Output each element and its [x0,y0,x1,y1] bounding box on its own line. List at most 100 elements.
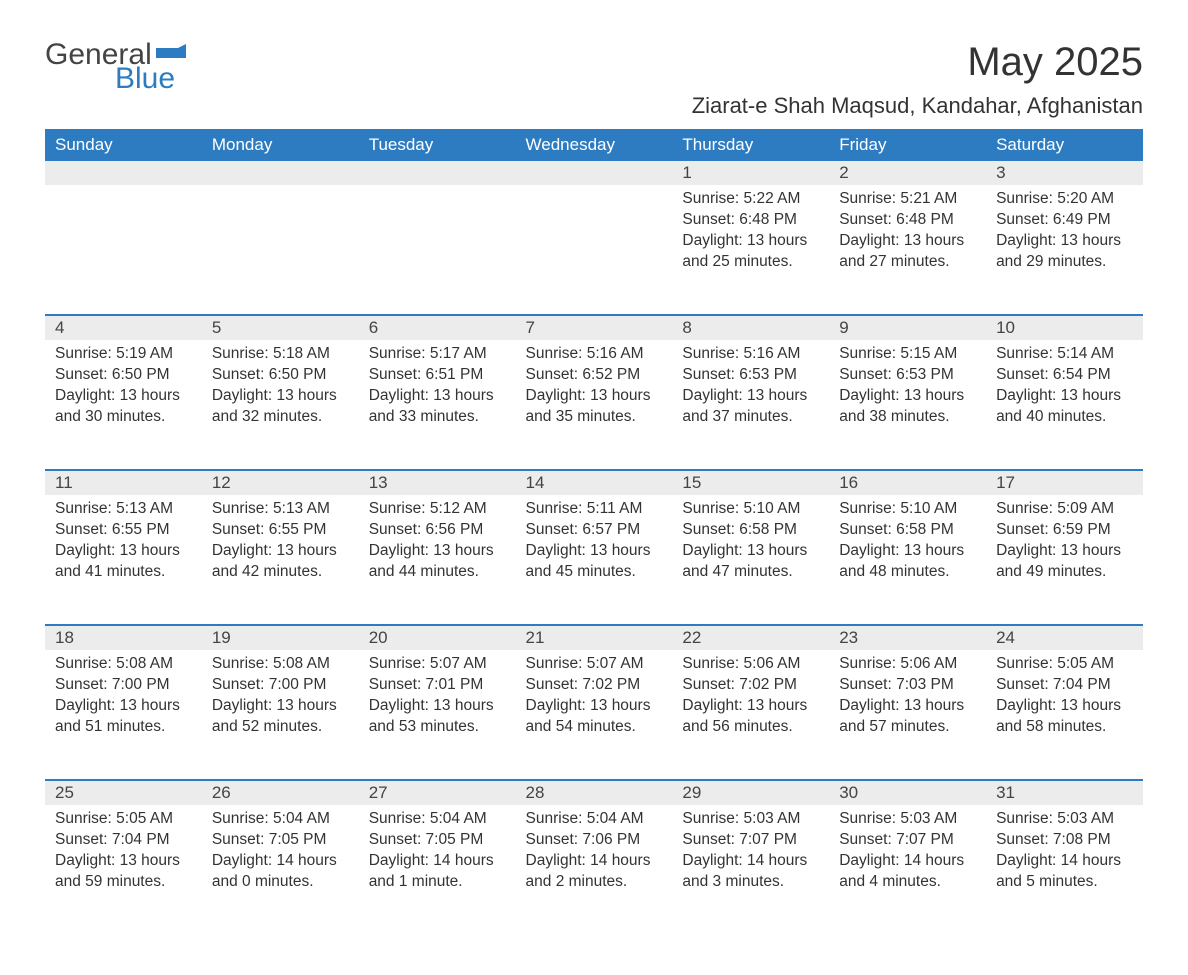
weekday-header: Tuesday [359,129,516,161]
day-content-cell: Sunrise: 5:07 AMSunset: 7:02 PMDaylight:… [516,650,673,780]
day-content-cell: Sunrise: 5:16 AMSunset: 6:52 PMDaylight:… [516,340,673,470]
day-number-cell [359,161,516,185]
day-number-cell: 3 [986,161,1143,185]
day-number-row: 11121314151617 [45,470,1143,495]
calendar-body: 123Sunrise: 5:22 AMSunset: 6:48 PMDaylig… [45,161,1143,935]
sunrise-line: Sunrise: 5:06 AM [682,654,819,675]
day-content-cell: Sunrise: 5:08 AMSunset: 7:00 PMDaylight:… [45,650,202,780]
sunset-line: Sunset: 6:53 PM [682,365,819,386]
sunrise-line: Sunrise: 5:20 AM [996,189,1133,210]
day-number-cell: 29 [672,780,829,805]
sunset-line: Sunset: 6:49 PM [996,210,1133,231]
day-number-cell: 8 [672,315,829,340]
day-number-row: 25262728293031 [45,780,1143,805]
daylight-line: Daylight: 14 hours and 5 minutes. [996,851,1133,893]
sunrise-line: Sunrise: 5:16 AM [526,344,663,365]
day-number-cell: 7 [516,315,673,340]
sunrise-line: Sunrise: 5:13 AM [55,499,192,520]
daylight-line: Daylight: 13 hours and 54 minutes. [526,696,663,738]
daylight-line: Daylight: 14 hours and 2 minutes. [526,851,663,893]
day-number-cell: 15 [672,470,829,495]
sunset-line: Sunset: 7:04 PM [996,675,1133,696]
daylight-line: Daylight: 13 hours and 44 minutes. [369,541,506,583]
day-content-cell [45,185,202,315]
daylight-line: Daylight: 13 hours and 58 minutes. [996,696,1133,738]
sunrise-line: Sunrise: 5:21 AM [839,189,976,210]
day-number-cell: 10 [986,315,1143,340]
sunrise-line: Sunrise: 5:13 AM [212,499,349,520]
sunset-line: Sunset: 6:55 PM [212,520,349,541]
day-number-cell: 1 [672,161,829,185]
day-content-cell: Sunrise: 5:04 AMSunset: 7:05 PMDaylight:… [359,805,516,935]
sunrise-line: Sunrise: 5:08 AM [55,654,192,675]
daylight-line: Daylight: 13 hours and 30 minutes. [55,386,192,428]
day-number-cell: 11 [45,470,202,495]
sunrise-line: Sunrise: 5:12 AM [369,499,506,520]
day-content-cell: Sunrise: 5:06 AMSunset: 7:02 PMDaylight:… [672,650,829,780]
sunrise-line: Sunrise: 5:18 AM [212,344,349,365]
sunset-line: Sunset: 7:05 PM [369,830,506,851]
sunset-line: Sunset: 6:56 PM [369,520,506,541]
daylight-line: Daylight: 13 hours and 41 minutes. [55,541,192,583]
day-number-cell: 23 [829,625,986,650]
day-content-cell: Sunrise: 5:12 AMSunset: 6:56 PMDaylight:… [359,495,516,625]
sunrise-line: Sunrise: 5:04 AM [526,809,663,830]
daylight-line: Daylight: 13 hours and 37 minutes. [682,386,819,428]
day-number-row: 45678910 [45,315,1143,340]
day-number-row: 123 [45,161,1143,185]
sunset-line: Sunset: 6:48 PM [682,210,819,231]
day-number-cell: 22 [672,625,829,650]
sunrise-line: Sunrise: 5:09 AM [996,499,1133,520]
logo: General Blue [45,40,190,94]
day-content-cell: Sunrise: 5:10 AMSunset: 6:58 PMDaylight:… [672,495,829,625]
day-content-cell: Sunrise: 5:11 AMSunset: 6:57 PMDaylight:… [516,495,673,625]
weekday-header: Saturday [986,129,1143,161]
day-number-cell: 20 [359,625,516,650]
day-content-cell [516,185,673,315]
daylight-line: Daylight: 13 hours and 49 minutes. [996,541,1133,583]
sunrise-line: Sunrise: 5:07 AM [526,654,663,675]
daylight-line: Daylight: 13 hours and 32 minutes. [212,386,349,428]
daylight-line: Daylight: 13 hours and 29 minutes. [996,231,1133,273]
day-content-cell [202,185,359,315]
daylight-line: Daylight: 13 hours and 33 minutes. [369,386,506,428]
day-content-cell: Sunrise: 5:08 AMSunset: 7:00 PMDaylight:… [202,650,359,780]
sunset-line: Sunset: 7:03 PM [839,675,976,696]
weekday-header-row: SundayMondayTuesdayWednesdayThursdayFrid… [45,129,1143,161]
sunset-line: Sunset: 6:50 PM [212,365,349,386]
sunrise-line: Sunrise: 5:06 AM [839,654,976,675]
sunrise-line: Sunrise: 5:15 AM [839,344,976,365]
weekday-header: Monday [202,129,359,161]
day-number-cell: 30 [829,780,986,805]
sunrise-line: Sunrise: 5:19 AM [55,344,192,365]
daylight-line: Daylight: 13 hours and 25 minutes. [682,231,819,273]
sunset-line: Sunset: 6:54 PM [996,365,1133,386]
sunrise-line: Sunrise: 5:16 AM [682,344,819,365]
day-number-cell: 27 [359,780,516,805]
day-content-row: Sunrise: 5:22 AMSunset: 6:48 PMDaylight:… [45,185,1143,315]
daylight-line: Daylight: 13 hours and 38 minutes. [839,386,976,428]
sunset-line: Sunset: 7:00 PM [55,675,192,696]
weekday-header: Wednesday [516,129,673,161]
day-content-cell: Sunrise: 5:18 AMSunset: 6:50 PMDaylight:… [202,340,359,470]
day-content-cell: Sunrise: 5:13 AMSunset: 6:55 PMDaylight:… [202,495,359,625]
day-content-cell: Sunrise: 5:09 AMSunset: 6:59 PMDaylight:… [986,495,1143,625]
sunset-line: Sunset: 7:06 PM [526,830,663,851]
day-number-cell: 31 [986,780,1143,805]
calendar-table: SundayMondayTuesdayWednesdayThursdayFrid… [45,129,1143,935]
sunrise-line: Sunrise: 5:10 AM [682,499,819,520]
sunset-line: Sunset: 7:05 PM [212,830,349,851]
day-number-cell: 6 [359,315,516,340]
daylight-line: Daylight: 13 hours and 48 minutes. [839,541,976,583]
sunset-line: Sunset: 6:52 PM [526,365,663,386]
day-number-cell: 13 [359,470,516,495]
daylight-line: Daylight: 13 hours and 57 minutes. [839,696,976,738]
day-content-cell: Sunrise: 5:05 AMSunset: 7:04 PMDaylight:… [45,805,202,935]
sunrise-line: Sunrise: 5:03 AM [682,809,819,830]
day-number-cell [45,161,202,185]
sunset-line: Sunset: 6:50 PM [55,365,192,386]
sunrise-line: Sunrise: 5:04 AM [369,809,506,830]
day-content-cell: Sunrise: 5:10 AMSunset: 6:58 PMDaylight:… [829,495,986,625]
sunset-line: Sunset: 6:51 PM [369,365,506,386]
weekday-header: Friday [829,129,986,161]
